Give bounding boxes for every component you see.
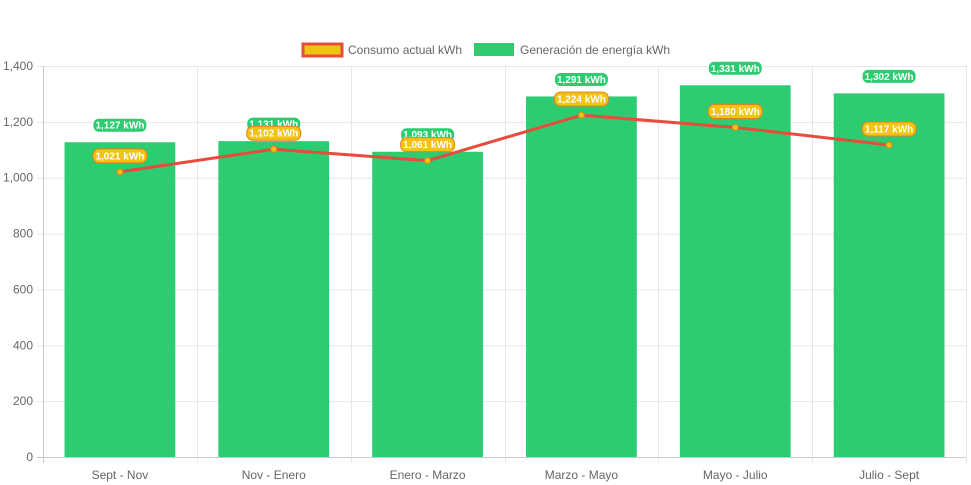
line-point [270,145,278,153]
line-data-label: 1,180 kWh [711,107,760,118]
bar-data-label-group: 1,331 kWh [707,60,763,76]
y-tick-label: 800 [13,227,33,241]
x-tick-label: Enero - Marzo [390,468,466,482]
bar [64,142,176,457]
bar [218,141,330,457]
bar-data-label: 1,131 kWh [249,120,298,131]
line-data-label-bg [861,121,917,137]
x-tick-label: Nov - Enero [242,468,306,482]
line-data-label-group: 1,180 kWh [707,103,763,119]
line-data-label-group: 1,021 kWh [92,148,148,164]
bar-data-label-bg [92,117,148,133]
bar [526,96,637,458]
x-tick-label: Marzo - Mayo [545,468,619,482]
line-data-label: 1,021 kWh [95,151,144,162]
bar-data-label-bg [861,68,917,84]
bar-data-label: 1,127 kWh [95,121,144,132]
line-data-label-group: 1,061 kWh [400,137,456,153]
y-tick-label: 0 [26,450,33,464]
x-tick-label: Mayo - Julio [703,468,768,482]
line-point [731,123,739,131]
line-data-label-group: 1,102 kWh [246,125,302,141]
line-data-label: 1,117 kWh [865,125,913,136]
bar-data-label-group: 1,127 kWh [92,117,148,133]
legend-label-line: Consumo actual kWh [348,43,462,57]
bar-data-label-bg [553,71,609,87]
y-tick-label: 600 [13,282,33,296]
legend-label-bar: Generación de energía kWh [520,43,670,57]
line-data-label: 1,061 kWh [403,140,452,151]
y-tick-label: 200 [13,394,33,408]
line-point [885,141,893,149]
bar-data-label-bg [707,60,763,76]
bar-data-label-group: 1,291 kWh [553,71,609,87]
gridlines [37,66,967,463]
line-data-label-group: 1,224 kWh [553,91,609,107]
line-data-label-group: 1,117 kWh [861,121,917,137]
legend: Consumo actual kWh Generación de energía … [301,42,670,58]
bar-data-label: 1,331 kWh [711,64,760,75]
line-data-label-bg [92,148,148,164]
x-tick-label: Julio - Sept [859,468,920,482]
line-data-label: 1,102 kWh [249,129,298,140]
bar [679,85,791,457]
y-tick-label: 400 [13,338,33,352]
line-data-label-bg [246,125,302,141]
legend-swatch-line [301,42,344,58]
legend-swatch-bar [474,43,514,56]
bar-data-label: 1,093 kWh [403,130,452,141]
y-tick-label: 1,000 [3,171,33,185]
bar-data-label: 1,291 kWh [557,75,606,86]
y-tick-label: 1,400 [3,59,33,73]
bar [372,151,483,457]
bar-data-label-group: 1,302 kWh [861,68,917,84]
line-point [424,157,432,165]
bar-data-label: 1,302 kWh [865,72,914,83]
bar [833,93,945,458]
line-point [577,111,585,119]
line-data-label-bg [707,103,763,119]
line-point [116,168,124,176]
line-data-label-bg [400,137,456,153]
line-data-label-bg [553,91,609,107]
line-series [119,113,890,174]
line-data-label: 1,224 kWh [557,95,606,106]
y-tick-label: 1,200 [3,115,33,129]
x-tick-label: Sept - Nov [92,468,149,482]
